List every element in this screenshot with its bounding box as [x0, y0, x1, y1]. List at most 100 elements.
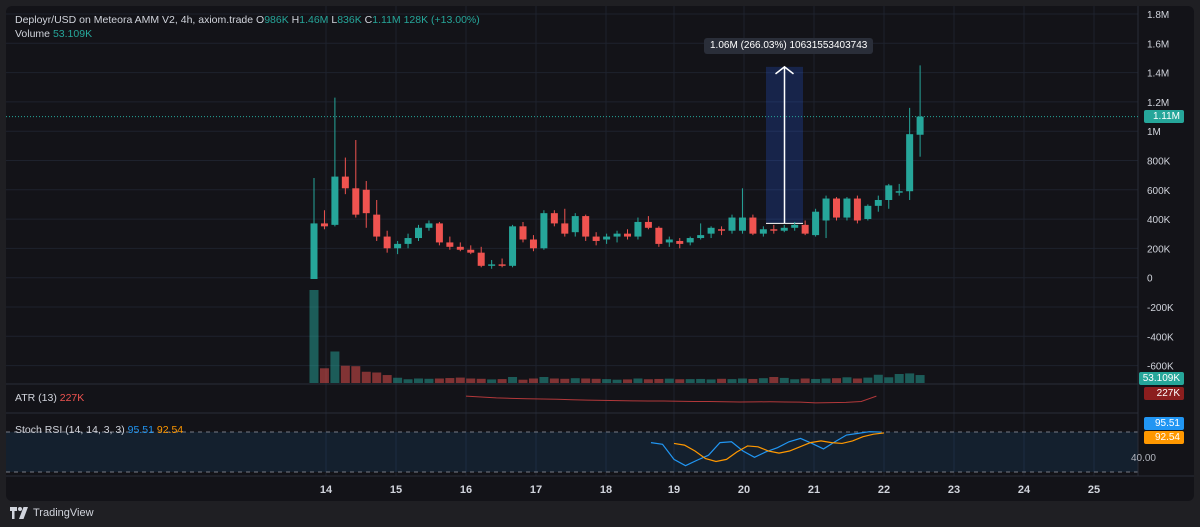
tradingview-logo-icon — [10, 507, 28, 519]
volume-bar — [811, 378, 821, 383]
volume-bar — [612, 379, 622, 383]
volume-bar — [560, 378, 570, 383]
price-axis-label: 0 — [1147, 274, 1153, 285]
volume-bar — [821, 378, 831, 383]
stoch-label[interactable]: Stoch RSI (14, 14, 3, 3) — [15, 424, 125, 436]
candle-body — [697, 235, 705, 239]
volume-bar — [915, 375, 925, 383]
candle-body — [310, 223, 318, 279]
candle-body — [550, 213, 558, 224]
volume-bar — [852, 378, 862, 383]
volume-bar — [518, 379, 528, 383]
candle-body — [676, 240, 684, 244]
candle-body — [561, 223, 569, 234]
candle-body — [529, 239, 537, 249]
candle-body — [864, 205, 872, 220]
volume-bar — [633, 378, 643, 383]
volume-bar — [737, 378, 747, 383]
time-axis-label: 22 — [878, 484, 890, 496]
candle-body — [906, 134, 914, 192]
candle-body — [404, 238, 412, 244]
close-value: 1.11M — [372, 14, 401, 26]
chart-area[interactable]: 1.8M 1.6M 1.4M 1.2M 1M 800K 600K 400K 200K 0 -200K… — [6, 6, 1194, 501]
candle-body — [373, 214, 381, 237]
candle-body — [738, 217, 746, 231]
volume-bar — [643, 379, 653, 383]
volume-bar — [539, 377, 549, 383]
volume-bar — [884, 377, 894, 383]
candle-body — [362, 189, 370, 214]
volume-bar — [476, 378, 486, 383]
volume-bar — [727, 379, 737, 383]
candle-body — [718, 229, 726, 231]
candle-body — [519, 226, 527, 240]
grid — [6, 6, 1138, 476]
volume-bar — [905, 373, 915, 383]
price-axis-label: 1.2M — [1147, 98, 1169, 109]
volume-bar — [445, 378, 455, 383]
last-price-badge: 1.11M — [1144, 110, 1184, 123]
volume-bar — [664, 378, 674, 383]
volume-bar — [800, 378, 810, 383]
volume-bar — [696, 378, 706, 383]
time-axis-label: 23 — [948, 484, 960, 496]
volume-bar — [706, 379, 716, 383]
stoch-band — [6, 432, 1138, 472]
stoch-k-value: 95.51 — [127, 424, 154, 436]
volume-bar — [832, 378, 841, 383]
volume-bar — [549, 378, 559, 383]
time-axis-label: 20 — [738, 484, 750, 496]
candle-body — [415, 227, 422, 239]
candle-body — [759, 229, 767, 234]
candle-body — [456, 246, 464, 250]
volume-bar — [685, 379, 695, 383]
candle-body — [603, 236, 611, 240]
candle-body — [571, 216, 579, 233]
high-label: H — [291, 14, 300, 26]
atr-line — [465, 395, 877, 404]
candle-body — [812, 211, 820, 236]
candle-body — [592, 236, 600, 241]
candle-body — [885, 185, 893, 200]
symbol-legend: Deployr/USD on Meteora AMM V2, 4h, axiom… — [15, 14, 480, 26]
candle-body — [728, 217, 736, 231]
price-axis-label: -200K — [1147, 303, 1174, 314]
high-value: 1.46M — [299, 14, 329, 26]
volume-bar — [570, 378, 580, 383]
time-axis-label: 25 — [1088, 484, 1100, 496]
candle-body — [352, 188, 360, 215]
axes: 1.8M 1.6M 1.4M 1.2M 1M 800K 600K 400K 200K 0 -200K… — [6, 6, 1194, 496]
stoch-legend: Stoch RSI (14, 14, 3, 3) 95.51 92.54 — [15, 424, 183, 436]
volume-bar — [393, 377, 403, 383]
open-label: O — [256, 14, 265, 26]
branding[interactable]: TradingView — [10, 507, 94, 519]
candle-body — [843, 198, 851, 218]
volume-bar — [361, 371, 371, 383]
time-axis-label: 18 — [600, 484, 612, 496]
symbol-title[interactable]: Deployr/USD on Meteora AMM V2, 4h, axiom… — [15, 14, 254, 26]
time-axis-label: 24 — [1018, 484, 1031, 496]
chart-canvas[interactable]: 1.8M 1.6M 1.4M 1.2M 1M 800K 600K 400K 200K 0 -200K… — [6, 6, 1194, 501]
measure-tooltip: 1.06M (266.03%) 10631553403743 — [704, 38, 874, 54]
volume-badge: 53.109K — [1138, 372, 1184, 385]
candle-body — [791, 224, 799, 228]
candle-body — [895, 191, 903, 193]
low-value: 836K — [337, 14, 362, 26]
volume-bars — [309, 290, 925, 383]
volume-bar — [455, 377, 465, 383]
volume-bar — [581, 378, 591, 383]
atr-label[interactable]: ATR (13) — [15, 392, 57, 404]
stoch-d-value: 92.54 — [156, 424, 184, 436]
volume-bar — [414, 378, 423, 383]
volume-bar — [894, 374, 904, 383]
candle-body — [686, 238, 694, 243]
candle-body — [488, 264, 496, 266]
candle-body — [822, 198, 830, 221]
volume-label[interactable]: Volume — [15, 28, 51, 40]
candle-body — [644, 221, 652, 228]
volume-bar — [591, 378, 601, 383]
volume-bar — [330, 351, 340, 383]
stoch-d-line — [673, 432, 885, 463]
candle-body — [341, 176, 349, 189]
